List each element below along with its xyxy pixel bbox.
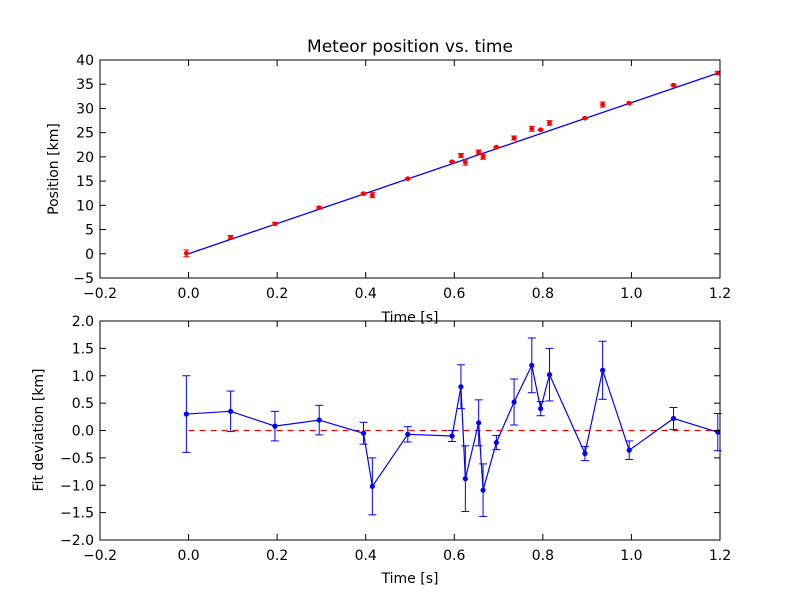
position-data-point xyxy=(715,70,721,76)
position-data-point xyxy=(183,250,189,256)
deviation-data-point xyxy=(405,431,411,437)
deviation-x-tick-label: 0.8 xyxy=(532,548,554,564)
deviation-chart-ticks: −0.2 0.0 0.2 0.4 0.6 0.8 1.0 1.2 −2.0 −1.5 −1.0 −0.… xyxy=(60,314,731,564)
position-data-point xyxy=(228,234,234,240)
deviation-x-tick-label: −0.2 xyxy=(83,548,117,564)
position-y-tick-label: 30 xyxy=(76,101,94,117)
deviation-y-tick-label: 0.0 xyxy=(72,424,94,440)
position-y-tick-label: 5 xyxy=(85,223,94,239)
position-data-point xyxy=(582,115,588,121)
position-data-point xyxy=(405,176,411,182)
position-x-tick-label: −0.2 xyxy=(83,286,117,302)
position-x-tick-label: 1.2 xyxy=(709,286,731,302)
deviation-chart-plot-area xyxy=(182,337,722,517)
position-data-point xyxy=(476,149,482,155)
deviation-data-point xyxy=(670,415,677,422)
position-y-tick-label: 15 xyxy=(76,174,94,190)
position-data-point xyxy=(449,159,455,165)
deviation-x-tick-label: 1.0 xyxy=(620,548,642,564)
position-data-point xyxy=(511,135,517,141)
position-chart-x-axis-label: Time [s] xyxy=(381,310,439,326)
position-chart-frame xyxy=(99,59,721,279)
deviation-chart-y-axis-label: Fit deviation [km] xyxy=(31,368,47,491)
deviation-data-point xyxy=(546,372,553,378)
position-x-tick-label: 0.6 xyxy=(443,286,465,302)
deviation-data-point xyxy=(316,417,322,423)
deviation-x-tick-label: 1.2 xyxy=(709,548,731,564)
position-data-point xyxy=(316,205,322,211)
deviation-x-tick-label: 0.2 xyxy=(266,548,288,564)
position-data-point xyxy=(462,159,468,165)
position-chart-title: Meteor position vs. time xyxy=(307,37,513,57)
deviation-data-point xyxy=(228,408,234,414)
position-data-point xyxy=(529,126,535,132)
deviation-x-tick-label: 0.4 xyxy=(355,548,377,564)
position-x-tick-label: 0.2 xyxy=(266,286,288,302)
deviation-y-tick-label: −2.0 xyxy=(60,533,94,549)
position-data-point xyxy=(547,120,552,126)
deviation-data-point xyxy=(493,439,499,446)
deviation-y-tick-label: −1.5 xyxy=(60,506,94,522)
deviation-data-point xyxy=(600,367,606,373)
deviation-data-point xyxy=(476,420,482,426)
position-x-tick-label: 0.0 xyxy=(177,286,199,302)
deviation-data-point xyxy=(480,487,486,493)
deviation-data-point xyxy=(360,430,367,436)
deviation-data-point xyxy=(272,423,278,429)
position-data-point xyxy=(272,221,278,227)
deviation-data-point xyxy=(458,384,464,390)
position-chart-ticks: −0.2 0.0 0.2 0.4 0.6 0.8 1.0 1.2 −5 0 5 10 15 20 25 30 3… xyxy=(73,53,731,302)
position-data-point xyxy=(369,192,375,198)
deviation-y-tick-label: −1.0 xyxy=(60,478,94,494)
position-y-tick-label: 10 xyxy=(76,198,94,214)
position-x-tick-label: 0.4 xyxy=(355,286,377,302)
position-y-tick-label: 20 xyxy=(76,150,94,166)
deviation-data-point xyxy=(449,433,455,439)
position-chart-y-axis-label: Position [km] xyxy=(46,123,62,215)
deviation-data-point xyxy=(529,362,535,368)
deviation-data-point xyxy=(183,411,189,417)
deviation-y-tick-label: 0.5 xyxy=(72,396,94,412)
position-x-tick-label: 0.8 xyxy=(532,286,554,302)
deviation-data-point xyxy=(626,447,632,453)
deviation-y-tick-label: −0.5 xyxy=(60,451,94,467)
position-data-point xyxy=(361,191,366,197)
deviation-x-tick-label: 0.0 xyxy=(177,548,199,564)
position-data-point xyxy=(626,100,632,106)
position-data-point xyxy=(600,102,606,107)
deviation-data-point xyxy=(511,399,517,405)
deviation-x-tick-label: 0.6 xyxy=(443,548,465,564)
deviation-y-tick-label: 1.0 xyxy=(72,369,94,385)
position-y-tick-label: 35 xyxy=(76,77,94,93)
position-chart-plot-area xyxy=(183,70,721,258)
position-chart: Meteor position vs. time −0.2 0.0 0.2 0.4 0.… xyxy=(46,37,731,326)
deviation-data-point xyxy=(538,406,544,412)
deviation-chart-x-axis-label: Time [s] xyxy=(381,571,439,587)
position-y-tick-label: 0 xyxy=(85,247,94,263)
position-data-point xyxy=(458,153,464,158)
position-y-tick-label: −5 xyxy=(73,271,94,287)
position-data-point xyxy=(493,144,499,150)
deviation-y-tick-label: 1.5 xyxy=(72,341,94,357)
deviation-data-point xyxy=(582,450,588,457)
deviation-data-point xyxy=(462,476,468,482)
position-data-point xyxy=(480,154,486,160)
deviation-chart: −0.2 0.0 0.2 0.4 0.6 0.8 1.0 1.2 −2.0 −1.5 −1.0 −0.… xyxy=(31,314,731,587)
position-y-tick-label: 40 xyxy=(76,53,94,69)
deviation-series-line xyxy=(186,363,718,491)
position-data-point xyxy=(538,127,544,133)
position-x-tick-label: 1.0 xyxy=(620,286,642,302)
deviation-y-tick-label: 2.0 xyxy=(72,314,94,330)
position-data-point xyxy=(671,82,676,88)
position-y-tick-label: 25 xyxy=(76,126,94,142)
deviation-data-point xyxy=(369,483,375,489)
